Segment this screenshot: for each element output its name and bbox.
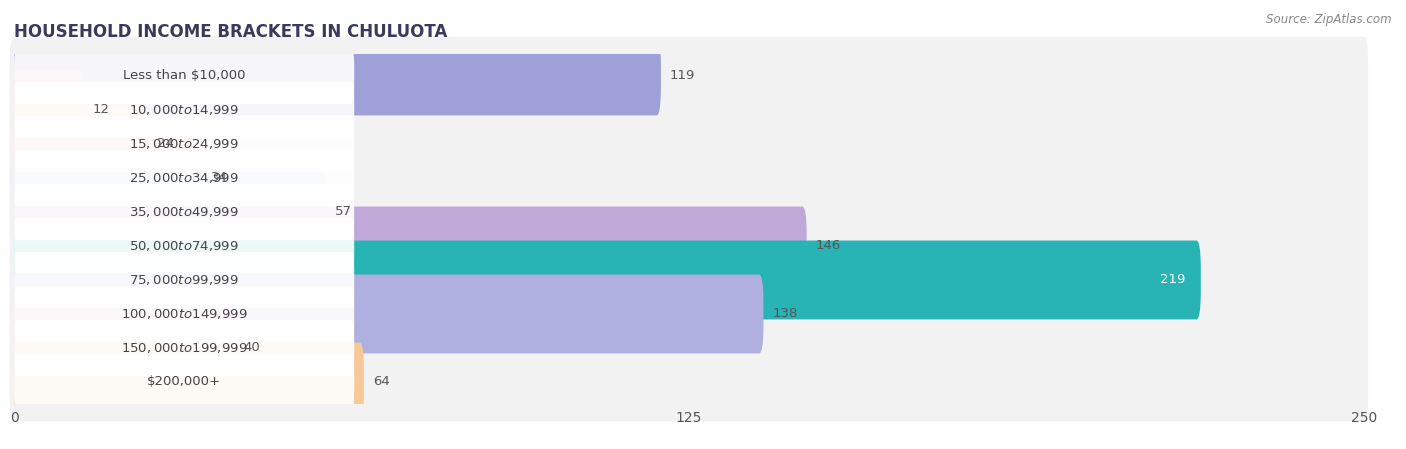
FancyBboxPatch shape [10, 172, 1368, 251]
FancyBboxPatch shape [14, 48, 354, 104]
FancyBboxPatch shape [14, 252, 354, 308]
FancyBboxPatch shape [14, 320, 354, 376]
FancyBboxPatch shape [14, 116, 354, 172]
Text: 119: 119 [671, 70, 696, 83]
Text: $15,000 to $24,999: $15,000 to $24,999 [129, 137, 239, 151]
Text: 219: 219 [1160, 273, 1185, 286]
FancyBboxPatch shape [10, 241, 1368, 319]
Text: HOUSEHOLD INCOME BRACKETS IN CHULUOTA: HOUSEHOLD INCOME BRACKETS IN CHULUOTA [14, 23, 447, 41]
FancyBboxPatch shape [14, 150, 354, 206]
FancyBboxPatch shape [14, 354, 354, 410]
Text: 40: 40 [243, 342, 260, 355]
FancyBboxPatch shape [10, 241, 1201, 319]
FancyBboxPatch shape [10, 207, 807, 286]
FancyBboxPatch shape [10, 308, 1368, 387]
Text: $10,000 to $14,999: $10,000 to $14,999 [129, 103, 239, 117]
Text: $25,000 to $34,999: $25,000 to $34,999 [129, 171, 239, 185]
FancyBboxPatch shape [10, 70, 83, 150]
Text: $150,000 to $199,999: $150,000 to $199,999 [121, 341, 247, 355]
FancyBboxPatch shape [10, 139, 1368, 217]
Text: 57: 57 [335, 206, 353, 219]
FancyBboxPatch shape [10, 207, 1368, 286]
Text: $200,000+: $200,000+ [148, 375, 221, 388]
Text: 64: 64 [373, 375, 389, 388]
Text: $50,000 to $74,999: $50,000 to $74,999 [129, 239, 239, 253]
FancyBboxPatch shape [10, 70, 1368, 150]
FancyBboxPatch shape [10, 343, 364, 422]
FancyBboxPatch shape [10, 274, 763, 353]
Text: 146: 146 [815, 239, 841, 252]
FancyBboxPatch shape [14, 82, 354, 138]
FancyBboxPatch shape [10, 105, 1368, 184]
Text: 138: 138 [773, 308, 799, 321]
Text: 34: 34 [211, 172, 228, 185]
FancyBboxPatch shape [10, 343, 1368, 422]
FancyBboxPatch shape [10, 36, 1368, 115]
Text: 24: 24 [157, 137, 174, 150]
FancyBboxPatch shape [10, 274, 1368, 353]
Text: $100,000 to $149,999: $100,000 to $149,999 [121, 307, 247, 321]
FancyBboxPatch shape [10, 105, 148, 184]
Text: Source: ZipAtlas.com: Source: ZipAtlas.com [1267, 13, 1392, 26]
FancyBboxPatch shape [10, 36, 661, 115]
FancyBboxPatch shape [10, 139, 202, 217]
Text: $35,000 to $49,999: $35,000 to $49,999 [129, 205, 239, 219]
FancyBboxPatch shape [10, 172, 326, 251]
FancyBboxPatch shape [14, 286, 354, 342]
Text: Less than $10,000: Less than $10,000 [122, 70, 246, 83]
FancyBboxPatch shape [10, 308, 235, 387]
FancyBboxPatch shape [14, 184, 354, 240]
Text: 12: 12 [93, 103, 110, 116]
Text: $75,000 to $99,999: $75,000 to $99,999 [129, 273, 239, 287]
FancyBboxPatch shape [14, 218, 354, 274]
